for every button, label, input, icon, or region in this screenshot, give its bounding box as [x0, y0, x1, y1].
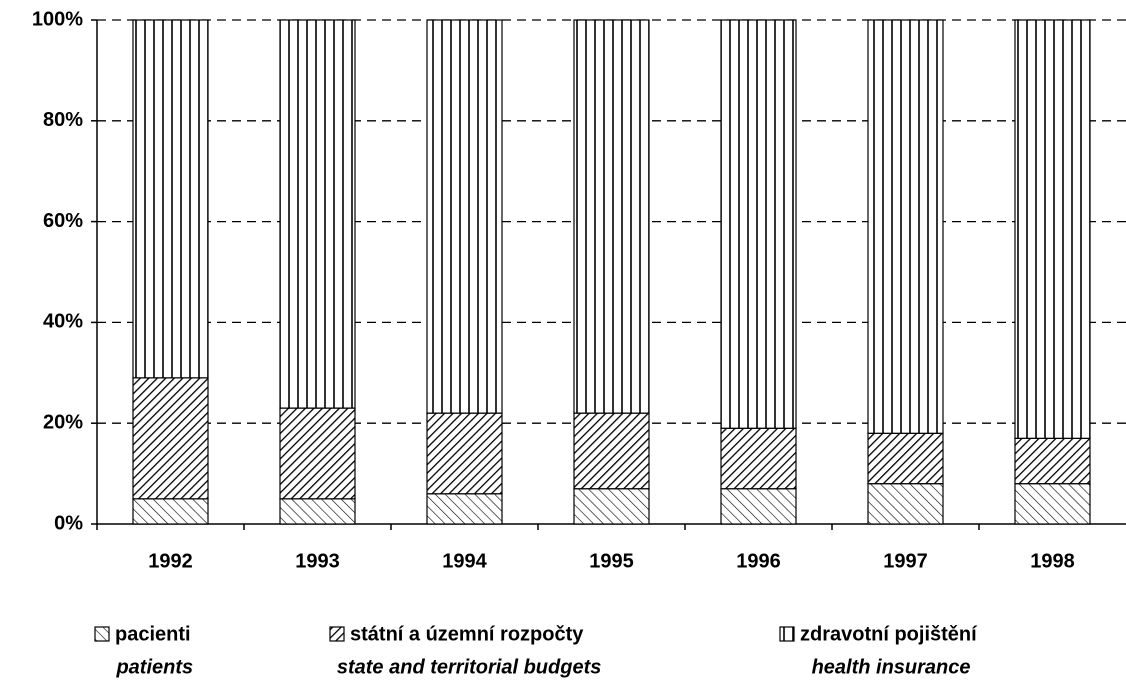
bar-segment — [573, 488, 650, 525]
bar-segment — [132, 19, 209, 379]
x-tick-label: 1994 — [442, 550, 487, 572]
bar-segment — [573, 412, 650, 490]
bar-segment — [426, 19, 503, 414]
bar-segment — [867, 19, 944, 434]
bar-segment — [279, 407, 356, 500]
x-tick-label: 1998 — [1030, 550, 1075, 572]
x-tick-label: 1996 — [736, 550, 781, 572]
bar-segment — [867, 432, 944, 485]
bar-segment — [720, 427, 797, 490]
legend-label: zdravotní pojištění — [800, 623, 978, 645]
bar-segment — [720, 488, 797, 525]
bar-segment — [426, 412, 503, 495]
bar-segment — [279, 19, 356, 409]
bar-segment — [573, 19, 650, 414]
bar-segment — [279, 498, 356, 525]
legend-swatch — [329, 626, 345, 642]
bar-segment — [1014, 19, 1091, 439]
y-tick-label: 0% — [54, 512, 83, 534]
y-tick-label: 100% — [32, 8, 83, 30]
legend-label: státní a územní rozpočty — [350, 623, 584, 645]
y-tick-label: 60% — [43, 210, 83, 232]
bar-segment — [1014, 483, 1091, 525]
x-tick-label: 1997 — [883, 550, 928, 572]
legend-label: pacienti — [115, 623, 191, 645]
legend-swatch — [94, 626, 110, 642]
x-tick-label: 1992 — [148, 550, 193, 572]
y-tick-label: 40% — [43, 311, 83, 333]
bar-segment — [1014, 437, 1091, 485]
legend-label-en: health insurance — [812, 656, 971, 678]
legend-label-en: patients — [115, 656, 193, 678]
bar-segment — [132, 377, 209, 500]
x-tick-label: 1993 — [295, 550, 340, 572]
bar-segment — [867, 483, 944, 525]
y-tick-label: 80% — [43, 109, 83, 131]
legend-swatch — [779, 626, 795, 642]
x-tick-label: 1995 — [589, 550, 634, 572]
bar-segment — [426, 493, 503, 525]
bar-segment — [720, 19, 797, 429]
bar-segment — [132, 498, 209, 525]
y-tick-label: 20% — [43, 411, 83, 433]
legend-label-en: state and territorial budgets — [337, 656, 602, 678]
